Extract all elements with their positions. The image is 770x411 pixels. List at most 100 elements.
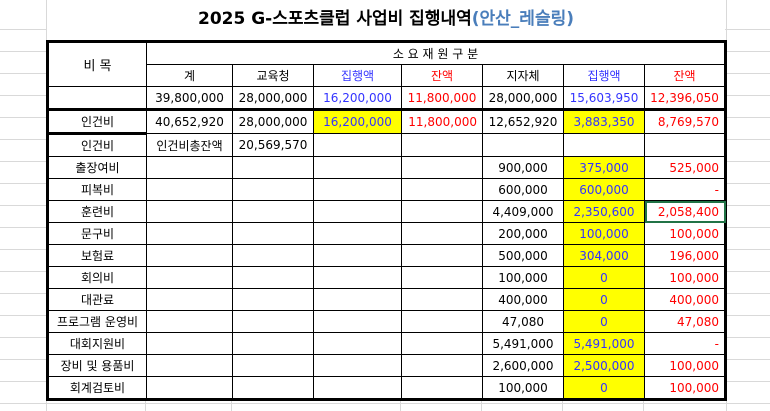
header-total[interactable]: 계 <box>146 64 233 87</box>
cell-local[interactable]: 400,000 <box>482 288 564 311</box>
header-exec[interactable]: 집행액 <box>313 64 402 87</box>
cell-label[interactable]: 회의비 <box>47 266 147 289</box>
cell-balance[interactable]: 100,000 <box>644 376 726 400</box>
cell[interactable] <box>401 156 483 179</box>
cell[interactable]: 39,800,000 <box>146 86 233 110</box>
cell[interactable]: 20,569,570 <box>232 133 314 157</box>
cell[interactable]: 3,883,350 <box>563 108 645 134</box>
cell-balance[interactable]: - <box>644 178 726 201</box>
cell-exec[interactable]: 2,350,600 <box>563 200 645 223</box>
cell[interactable] <box>313 156 402 179</box>
cell[interactable] <box>313 244 402 267</box>
cell[interactable] <box>146 266 233 289</box>
cell[interactable] <box>401 310 483 333</box>
header-balance[interactable]: 잔액 <box>401 64 483 87</box>
cell-label[interactable]: 출장여비 <box>47 156 147 179</box>
cell-exec[interactable]: 0 <box>563 288 645 311</box>
cell[interactable] <box>232 332 314 355</box>
header-local-exec[interactable]: 집행액 <box>563 64 645 87</box>
cell[interactable] <box>146 354 233 377</box>
header-local-gov[interactable]: 지자체 <box>482 64 564 87</box>
row-label[interactable]: 인건비 <box>47 108 147 135</box>
cell[interactable] <box>232 376 314 400</box>
cell[interactable] <box>313 178 402 201</box>
cell[interactable] <box>146 310 233 333</box>
cell-exec[interactable]: 304,000 <box>563 244 645 267</box>
cell-exec[interactable]: 375,000 <box>563 156 645 179</box>
cell[interactable] <box>232 354 314 377</box>
cell[interactable]: 16,200,000 <box>313 86 402 110</box>
cell-local[interactable]: 100,000 <box>482 266 564 289</box>
cell[interactable]: 40,652,920 <box>146 108 233 134</box>
cell[interactable] <box>232 288 314 311</box>
cell[interactable] <box>232 310 314 333</box>
cell[interactable] <box>146 288 233 311</box>
cell[interactable]: 28,000,000 <box>482 86 564 110</box>
cell[interactable]: 인건비총잔액 <box>146 133 233 157</box>
cell[interactable] <box>401 244 483 267</box>
cell[interactable] <box>232 200 314 223</box>
cell[interactable] <box>401 222 483 245</box>
cell-label[interactable]: 훈련비 <box>47 200 147 223</box>
cell-local[interactable]: 600,000 <box>482 178 564 201</box>
cell-local[interactable]: 200,000 <box>482 222 564 245</box>
cell-local[interactable]: 500,000 <box>482 244 564 267</box>
cell-local[interactable]: 47,080 <box>482 310 564 333</box>
cell[interactable] <box>313 288 402 311</box>
cell[interactable]: 28,000,000 <box>232 86 314 110</box>
header-item[interactable]: 비 목 <box>47 41 147 87</box>
cell-label[interactable]: 회계검토비 <box>47 376 147 400</box>
cell[interactable] <box>146 178 233 201</box>
cell[interactable] <box>313 266 402 289</box>
cell[interactable]: 11,800,000 <box>401 108 483 134</box>
cell-balance[interactable]: - <box>644 332 726 355</box>
cell-exec[interactable]: 5,491,000 <box>563 332 645 355</box>
cell[interactable] <box>313 133 402 157</box>
cell[interactable]: 12,652,920 <box>482 108 564 134</box>
cell-exec[interactable]: 0 <box>563 376 645 400</box>
cell[interactable] <box>146 332 233 355</box>
cell[interactable]: 15,603,950 <box>563 86 645 110</box>
cell[interactable] <box>401 200 483 223</box>
cell[interactable] <box>401 288 483 311</box>
cell-exec[interactable]: 0 <box>563 310 645 333</box>
cell[interactable] <box>313 310 402 333</box>
cell-local[interactable]: 4,409,000 <box>482 200 564 223</box>
cell-exec[interactable]: 100,000 <box>563 222 645 245</box>
cell-balance[interactable]: 100,000 <box>644 222 726 245</box>
cell[interactable] <box>482 133 564 157</box>
cell[interactable] <box>313 222 402 245</box>
cell-local[interactable]: 900,000 <box>482 156 564 179</box>
cell[interactable] <box>313 332 402 355</box>
cell[interactable] <box>232 156 314 179</box>
cell-label[interactable]: 장비 및 용품비 <box>47 354 147 377</box>
cell[interactable] <box>146 244 233 267</box>
cell[interactable] <box>47 86 147 110</box>
cell[interactable] <box>232 178 314 201</box>
header-education-office[interactable]: 교육청 <box>232 64 314 87</box>
cell[interactable] <box>232 266 314 289</box>
cell-label[interactable]: 문구비 <box>47 222 147 245</box>
cell[interactable] <box>313 200 402 223</box>
cell-local[interactable]: 5,491,000 <box>482 332 564 355</box>
cell-balance[interactable]: 196,000 <box>644 244 726 267</box>
cell[interactable] <box>146 200 233 223</box>
cell[interactable]: 16,200,000 <box>313 108 402 134</box>
cell-exec[interactable]: 2,500,000 <box>563 354 645 377</box>
cell[interactable]: 28,000,000 <box>232 108 314 134</box>
row-label[interactable]: 인건비 <box>47 133 147 157</box>
cell[interactable] <box>313 354 402 377</box>
cell[interactable] <box>232 222 314 245</box>
cell[interactable] <box>401 178 483 201</box>
cell[interactable] <box>146 376 233 400</box>
cell[interactable] <box>401 376 483 400</box>
cell[interactable] <box>401 354 483 377</box>
cell[interactable]: 8,769,570 <box>644 108 726 134</box>
cell-balance[interactable]: 400,000 <box>644 288 726 311</box>
cell-label[interactable]: 보험료 <box>47 244 147 267</box>
cell-local[interactable]: 2,600,000 <box>482 354 564 377</box>
cell[interactable] <box>313 376 402 400</box>
cell-label[interactable]: 프로그램 운영비 <box>47 310 147 333</box>
cell[interactable] <box>563 133 645 157</box>
cell-label[interactable]: 대관료 <box>47 288 147 311</box>
